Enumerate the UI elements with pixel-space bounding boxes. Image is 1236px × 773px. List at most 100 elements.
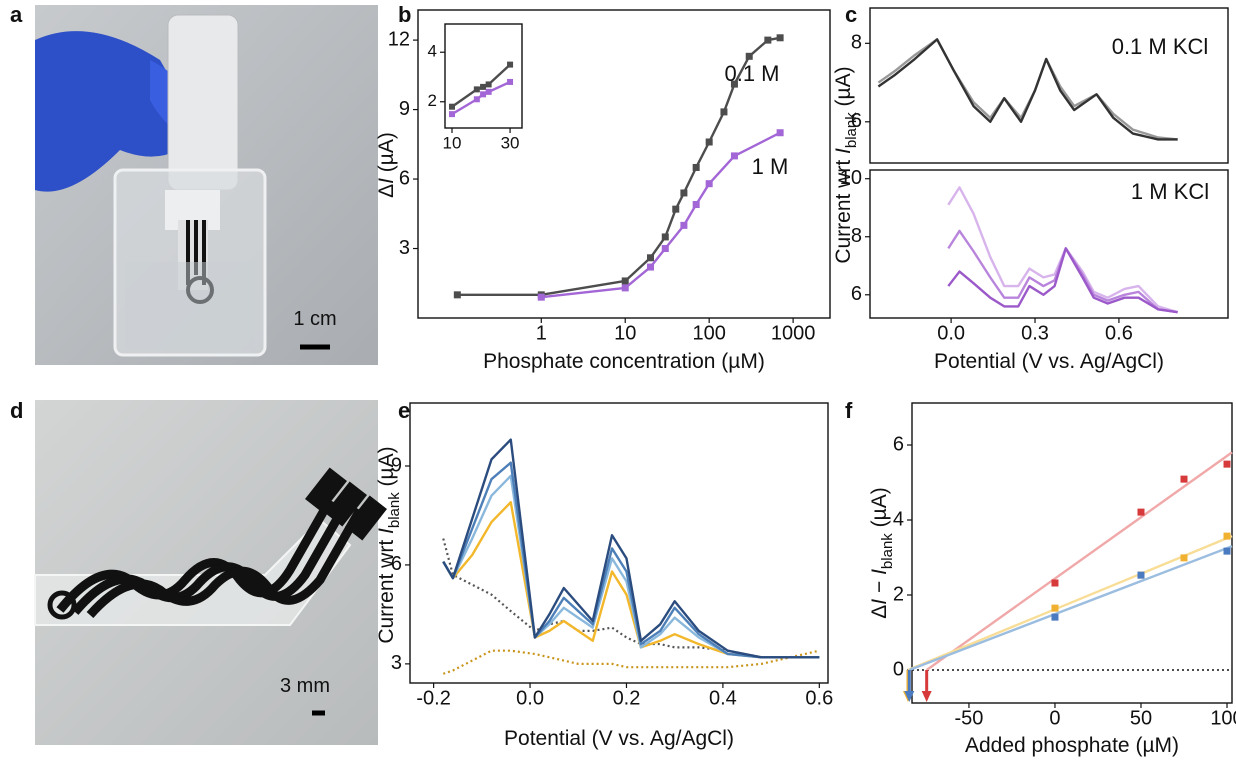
axis-title-part: I: [832, 148, 855, 154]
data-point: [672, 205, 680, 213]
x-tick-label: -0.2: [416, 687, 450, 709]
intercept-arrowhead: [904, 691, 915, 702]
y-tick-label: 8: [851, 32, 862, 54]
data-point: [705, 180, 713, 188]
data-point: [1180, 475, 1188, 483]
y-tick-label: 8: [851, 225, 862, 247]
data-point: [485, 88, 492, 95]
axis-title-part: (µA): [868, 487, 891, 533]
panel-label: d: [10, 398, 23, 423]
x-tick-label: 30: [501, 133, 520, 152]
x-tick-label: 1000: [771, 322, 816, 344]
data-point: [776, 34, 784, 42]
y-tick-label: 6: [893, 433, 904, 455]
axis-title-part: I: [868, 569, 891, 575]
series-line: [947, 229, 1178, 314]
data-point: [1223, 532, 1231, 540]
data-point: [480, 91, 487, 98]
axis-title-part: Potential (V vs. Ag/AgCl): [934, 350, 1164, 373]
data-point: [730, 80, 738, 88]
data-point: [720, 108, 728, 116]
x-tick-label: 0: [1049, 707, 1060, 729]
data-point: [448, 111, 455, 118]
series-line: [442, 438, 820, 659]
chart-panel: -0.2 0.0 0.2 0.4 0.6 3 6 9 e: [391, 398, 833, 709]
data-point: [745, 52, 753, 60]
data-point: [485, 81, 492, 88]
panel-label: e: [398, 398, 410, 423]
data-point: [776, 129, 784, 137]
axis-title-part: I: [375, 178, 398, 184]
axis-title: Phosphate concentration (µM): [483, 350, 765, 373]
axis-title: Current wrt Iblank (µA): [832, 66, 860, 263]
data-point: [692, 201, 700, 209]
axis-title: Potential (V vs. Ag/AgCl): [504, 727, 734, 750]
annotation: 0.1 M: [724, 61, 779, 86]
axis-title-part: Phosphate concentration (µM): [483, 350, 765, 373]
y-tick-label: 2: [428, 91, 437, 110]
y-tick-label: 0: [893, 658, 904, 680]
data-point: [1137, 508, 1145, 516]
x-tick-label: 10: [443, 133, 462, 152]
photo-d: 3 mm: [34, 400, 387, 745]
axis-title-part: (µA): [375, 132, 398, 178]
axis-title: ΔI − Iblank (µA): [868, 487, 896, 618]
axis-title: Potential (V vs. Ag/AgCl): [934, 350, 1164, 373]
data-point: [1051, 613, 1059, 621]
axis-title-part: blank: [879, 533, 896, 569]
x-tick-label: 50: [1130, 707, 1152, 729]
data-point: [661, 233, 669, 241]
axis-title-part: Potential (V vs. Ag/AgCl): [504, 727, 734, 750]
data-point: [692, 163, 700, 171]
chart-panel: -50 0 50 100 0 2 4 6 f: [845, 398, 1236, 729]
data-point: [1051, 604, 1059, 612]
series-line: [947, 186, 1179, 314]
y-tick-label: 4: [893, 508, 904, 530]
y-tick-label: 3: [399, 237, 410, 259]
axis-title: Added phosphate (µM): [965, 734, 1179, 757]
x-tick-label: 0.6: [805, 687, 833, 709]
data-point: [480, 83, 487, 90]
data-point: [680, 189, 688, 197]
annotation: 0.1 M KCl: [1112, 34, 1209, 59]
scale-bar-label: 1 cm: [293, 308, 336, 330]
x-tick-label: 0.0: [937, 322, 965, 344]
chart-panel: 1 10 100 1000 3 6 9 12b 0.1 M 1 M: [388, 2, 831, 344]
series-line: [947, 247, 1178, 314]
plot-frame: [444, 23, 523, 129]
axis-title-part: Current wrt: [832, 154, 855, 264]
data-point: [453, 291, 461, 299]
series-line: [877, 38, 1178, 141]
panel-label: f: [845, 398, 853, 423]
axis-title-part: Added phosphate (µM): [965, 734, 1179, 757]
plot-frame: [869, 7, 1229, 164]
plot-frame: [409, 402, 829, 684]
chart-panel: 6 8 c 0.1 M KCl: [845, 2, 1229, 164]
fit-line: [925, 451, 1233, 671]
data-point: [1051, 579, 1059, 587]
y-tick-label: 4: [428, 42, 437, 61]
data-point: [1223, 460, 1231, 468]
plot-frame: [869, 169, 1229, 319]
x-tick-label: 100: [692, 322, 725, 344]
axis-title-part: I: [375, 528, 398, 534]
series-line: [442, 474, 820, 659]
panel-label: a: [10, 2, 23, 27]
data-point: [473, 86, 480, 93]
chart-panel: 10 30 2 4: [428, 23, 523, 152]
fit-line: [908, 545, 1233, 672]
data-point: [507, 78, 514, 85]
axis-title-part: Δ: [375, 184, 398, 198]
data-point: [621, 284, 629, 292]
series-line: [442, 461, 820, 659]
data-point: [1180, 554, 1188, 562]
annotation: 1 M: [752, 154, 789, 179]
data-point: [764, 36, 772, 44]
x-tick-label: -50: [954, 707, 983, 729]
axis-title: Current wrt Iblank (µA): [375, 446, 403, 643]
data-point: [1223, 547, 1231, 555]
data-point: [1137, 571, 1145, 579]
data-point: [646, 263, 654, 271]
x-tick-label: 100: [1210, 707, 1236, 729]
